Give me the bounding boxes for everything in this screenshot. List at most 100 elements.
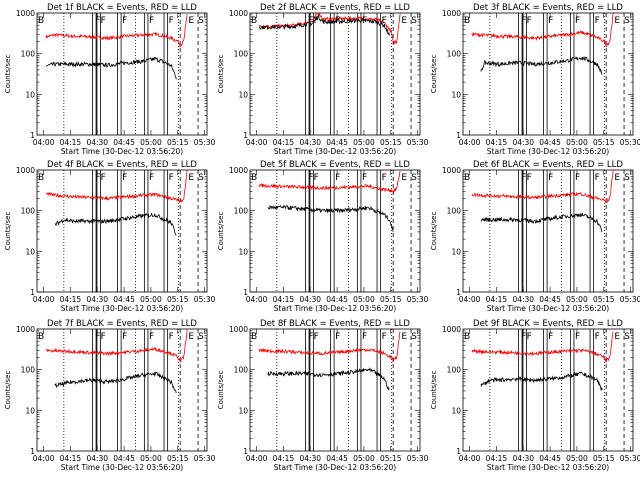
x-tick-label: 05:30 — [407, 295, 429, 304]
panel-data — [471, 170, 625, 292]
x-tick-label: 04:30 — [512, 454, 534, 463]
x-tick-label: 04:45 — [113, 138, 135, 147]
marker-letter: E — [188, 173, 194, 183]
x-tick-label: 04:00 — [246, 295, 268, 304]
events-series-line — [267, 367, 390, 391]
lld-series-line — [258, 13, 401, 45]
marker-letter: S — [411, 332, 417, 342]
marker-letter: F — [362, 16, 367, 26]
marker-letter: S — [624, 173, 630, 183]
detector-panel-9: Det 9f BLACK = Events, RED = LLD 1 10 100 10… — [430, 319, 640, 472]
x-tick-label: 05:15 — [167, 295, 189, 304]
lld-series-line — [45, 170, 188, 204]
marker-letter: B — [38, 332, 44, 342]
x-tick-label: 04:45 — [326, 454, 348, 463]
x-tick-label: 05:30 — [620, 454, 640, 463]
marker-letter: F — [169, 16, 174, 26]
x-axis-label: Start Time (30-Dec-12 03:56:20) — [487, 147, 609, 156]
y-tick-label: 1 — [30, 131, 35, 140]
y-tick-label: 1 — [243, 288, 248, 297]
lld-series-line — [45, 329, 188, 364]
x-tick-label: 04:30 — [86, 295, 108, 304]
plot-frame — [249, 328, 421, 452]
panel-data — [45, 13, 199, 135]
y-axis-label: Counts/sec — [430, 212, 438, 251]
marker-letter: F — [575, 332, 580, 342]
x-axis-label: Start Time (30-Dec-12 03:56:20) — [274, 304, 396, 313]
detector-panel-3: Det 3f BLACK = Events, RED = LLD 1 10 100 10… — [430, 3, 640, 156]
events-series-line — [45, 56, 177, 80]
marker-letter: F — [382, 332, 387, 342]
y-tick-label: 10 — [238, 406, 248, 415]
marker-letter: B — [464, 173, 470, 183]
events-series-line — [258, 13, 390, 36]
marker-letter: S — [198, 173, 204, 183]
marker-letter: F — [335, 16, 340, 26]
y-tick-label: 100 — [234, 50, 249, 59]
y-tick-label: 10 — [25, 406, 35, 415]
x-tick-label: 04:30 — [86, 454, 108, 463]
marker-letter: F — [527, 332, 532, 342]
x-tick-label: 04:45 — [539, 295, 561, 304]
x-tick-label: 04:30 — [86, 138, 108, 147]
x-tick-label: 04:45 — [326, 295, 348, 304]
detector-panel-5: Det 5f BLACK = Events, RED = LLD 1 10 100 10… — [217, 160, 429, 313]
x-tick-label: 04:30 — [512, 295, 534, 304]
x-tick-label: 05:00 — [566, 454, 588, 463]
plot-frame — [249, 12, 421, 136]
lld-series-line — [45, 14, 188, 48]
marker-letter: F — [122, 332, 127, 342]
marker-letter: F — [595, 173, 600, 183]
x-tick-label: 04:00 — [246, 454, 268, 463]
x-tick-label: 04:00 — [33, 295, 55, 304]
x-tick-label: 04:30 — [299, 454, 321, 463]
x-tick-label: 04:00 — [33, 454, 55, 463]
marker-letter: F — [122, 173, 127, 183]
x-tick-label: 05:15 — [167, 138, 189, 147]
y-tick-label: 1 — [456, 131, 461, 140]
plot-frame — [36, 12, 208, 136]
y-tick-label: 1000 — [229, 166, 248, 175]
marker-letter: F — [101, 332, 106, 342]
x-tick-label: 05:30 — [407, 138, 429, 147]
marker-letter: F — [382, 16, 387, 26]
y-tick-label: 1 — [456, 288, 461, 297]
marker-letter: E — [401, 16, 407, 26]
marker-letter: F — [335, 173, 340, 183]
marker-letter: F — [95, 332, 100, 342]
y-tick-label: 1000 — [229, 325, 248, 334]
y-tick-label: 100 — [21, 50, 36, 59]
x-tick-label: 05:15 — [167, 454, 189, 463]
marker-letter: S — [198, 332, 204, 342]
y-tick-label: 1000 — [16, 166, 35, 175]
marker-letter: F — [595, 16, 600, 26]
y-axis-label: Counts/sec — [4, 55, 12, 94]
x-tick-label: 04:00 — [246, 138, 268, 147]
marker-letter: F — [521, 173, 526, 183]
x-tick-label: 05:00 — [140, 138, 162, 147]
y-tick-label: 1000 — [442, 166, 461, 175]
y-tick-label: 1 — [456, 447, 461, 456]
marker-letter: F — [362, 332, 367, 342]
y-axis-label: Counts/sec — [430, 55, 438, 94]
y-tick-label: 1000 — [442, 325, 461, 334]
plot-frame — [36, 328, 208, 452]
plot-frame — [462, 328, 634, 452]
marker-letter: F — [169, 173, 174, 183]
marker-letter: F — [314, 16, 319, 26]
panel-title: Det 9f BLACK = Events, RED = LLD — [473, 319, 623, 329]
marker-letter: E — [401, 332, 407, 342]
marker-letter: F — [521, 332, 526, 342]
x-tick-label: 05:30 — [194, 138, 216, 147]
y-axis-label: Counts/sec — [430, 371, 438, 410]
marker-letter: E — [614, 173, 620, 183]
x-axis-label: Start Time (30-Dec-12 03:56:20) — [61, 463, 183, 472]
y-tick-label: 1 — [30, 447, 35, 456]
x-tick-label: 05:30 — [620, 138, 640, 147]
panel-title: Det 1f BLACK = Events, RED = LLD — [47, 3, 197, 13]
y-tick-label: 10 — [25, 90, 35, 99]
plot-frame — [249, 169, 421, 293]
y-tick-label: 100 — [447, 50, 462, 59]
x-tick-label: 04:45 — [539, 138, 561, 147]
detector-panel-2: Det 2f BLACK = Events, RED = LLD 1 10 100 10… — [217, 3, 429, 156]
